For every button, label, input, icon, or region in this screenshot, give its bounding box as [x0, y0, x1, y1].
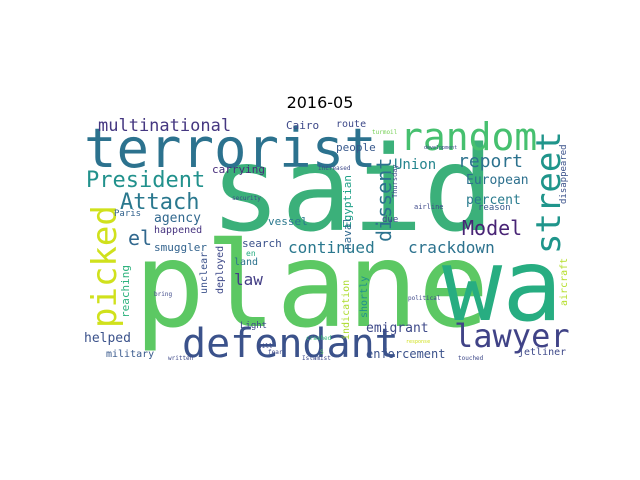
word-unclear: unclear [199, 251, 210, 294]
word-crackdown: crackdown [408, 238, 495, 257]
word-multinational: multinational [98, 118, 232, 136]
word-model: Model [462, 216, 523, 240]
word-enforcement: enforcement [366, 347, 446, 361]
chart-title: 2016-05 [286, 93, 354, 112]
word-turmoil: turmoil [372, 129, 398, 136]
word-helped: helped [84, 331, 131, 346]
word-cloud: said plane wa terrorist random street pi… [82, 118, 575, 366]
word-due: due [382, 215, 399, 225]
word-law: law [234, 270, 263, 289]
word-airline: airline [414, 203, 444, 211]
word-continued: continued [288, 238, 375, 257]
word-emigrant: emigrant [366, 321, 429, 336]
word-increased: increased [318, 165, 351, 172]
word-lawyer: lawyer [454, 317, 570, 355]
word-union: Union [394, 157, 437, 173]
word-european: European [466, 173, 529, 188]
word-jetliner: jetliner [518, 347, 567, 358]
word-agency: agency [154, 211, 201, 226]
word-smuggler: smuggler [154, 241, 207, 254]
word-en: en [246, 249, 256, 258]
word-response: response [406, 339, 431, 345]
word-said: said [210, 120, 495, 258]
word-reaching: reaching [119, 265, 132, 318]
word-will: will [258, 343, 273, 350]
word-el: el [128, 226, 153, 250]
word-cairo: Cairo [286, 119, 320, 132]
word-political: political [408, 295, 441, 302]
word-percent: percent [466, 193, 521, 208]
word-military: military [106, 349, 155, 360]
word-deployed: deployed [215, 245, 226, 294]
word-random: random [400, 118, 538, 159]
word-defendant: defendant [182, 321, 399, 366]
word-naval: naval [341, 216, 354, 250]
word-crashed: crashed [306, 335, 332, 342]
word-bring: bring [154, 291, 173, 298]
word-terrorist: terrorist [84, 118, 377, 180]
word-thursday: Thursday [391, 164, 399, 198]
word-wa: wa [442, 227, 563, 344]
word-shortly: shortly [359, 275, 370, 318]
word-happened: happened [154, 225, 203, 236]
word-s: S [320, 349, 324, 356]
word-fear: fear [268, 349, 283, 356]
word-search: search [242, 237, 282, 250]
word-carrying: carrying [212, 163, 265, 176]
word-indication: indication [341, 279, 352, 340]
word-reason: reason [478, 203, 511, 213]
word-people: people [336, 141, 376, 154]
word-report: report [458, 151, 524, 172]
word-written: written [168, 355, 194, 362]
word-picked: picked [85, 205, 125, 328]
word-plane: plane [134, 216, 490, 354]
word-touched: touched [458, 355, 484, 362]
word-disappeared: disappeared [559, 144, 569, 204]
word-vessel: vessel [268, 215, 308, 228]
word-aircraft: aircraft [559, 257, 570, 306]
word-paris: Paris [114, 209, 142, 219]
word-attach: Attach [120, 190, 200, 215]
word-route: route [336, 119, 367, 130]
word-development: development [424, 145, 458, 151]
word-light: Light [240, 321, 268, 331]
word-islamist: Islamist [302, 355, 331, 362]
word-president: President [86, 168, 206, 193]
word-security: security [232, 195, 261, 202]
word-land: land [234, 257, 259, 268]
